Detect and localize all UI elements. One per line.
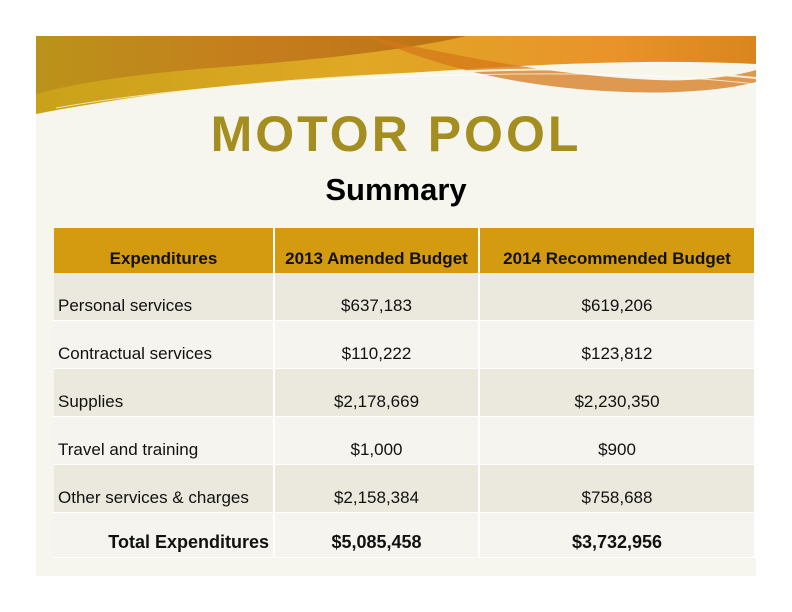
- row-label: Other services & charges: [54, 464, 275, 513]
- table-row: Contractual services $110,222 $123,812: [54, 320, 756, 369]
- table-row: Other services & charges $2,158,384 $758…: [54, 464, 756, 513]
- recommended-2014-cell: $900: [479, 416, 756, 465]
- column-header-2013: 2013 Amended Budget: [274, 228, 480, 273]
- recommended-2014-cell: $758,688: [479, 464, 756, 513]
- slide: MOTOR POOL Summary Expenditures 2013 Ame…: [36, 36, 756, 576]
- row-label: Supplies: [54, 368, 275, 417]
- total-row: Total Expenditures $5,085,458 $3,732,956: [54, 512, 756, 558]
- amended-2013-cell: $637,183: [274, 273, 480, 321]
- amended-2013-cell: $1,000: [274, 416, 480, 465]
- amended-2013-cell: $2,158,384: [274, 464, 480, 513]
- total-label: Total Expenditures: [54, 512, 275, 558]
- recommended-2014-cell: $2,230,350: [479, 368, 756, 417]
- budget-table: Expenditures 2013 Amended Budget 2014 Re…: [54, 228, 756, 558]
- row-label: Contractual services: [54, 320, 275, 369]
- total-recommended-2014: $3,732,956: [479, 512, 756, 558]
- table-row: Supplies $2,178,669 $2,230,350: [54, 368, 756, 417]
- page-subtitle: Summary: [325, 172, 467, 207]
- row-label: Travel and training: [54, 416, 275, 465]
- column-header-expenditures: Expenditures: [54, 228, 275, 273]
- total-amended-2013: $5,085,458: [274, 512, 480, 558]
- row-label: Personal services: [54, 273, 275, 321]
- amended-2013-cell: $110,222: [274, 320, 480, 369]
- recommended-2014-cell: $619,206: [479, 273, 756, 321]
- table-header-row: Expenditures 2013 Amended Budget 2014 Re…: [54, 228, 756, 273]
- decorative-swoosh-banner: [36, 36, 756, 115]
- amended-2013-cell: $2,178,669: [274, 368, 480, 417]
- page-title: MOTOR POOL: [210, 106, 582, 162]
- table-row: Travel and training $1,000 $900: [54, 416, 756, 465]
- table-row: Personal services $637,183 $619,206: [54, 273, 756, 321]
- column-header-2014: 2014 Recommended Budget: [479, 228, 756, 273]
- recommended-2014-cell: $123,812: [479, 320, 756, 369]
